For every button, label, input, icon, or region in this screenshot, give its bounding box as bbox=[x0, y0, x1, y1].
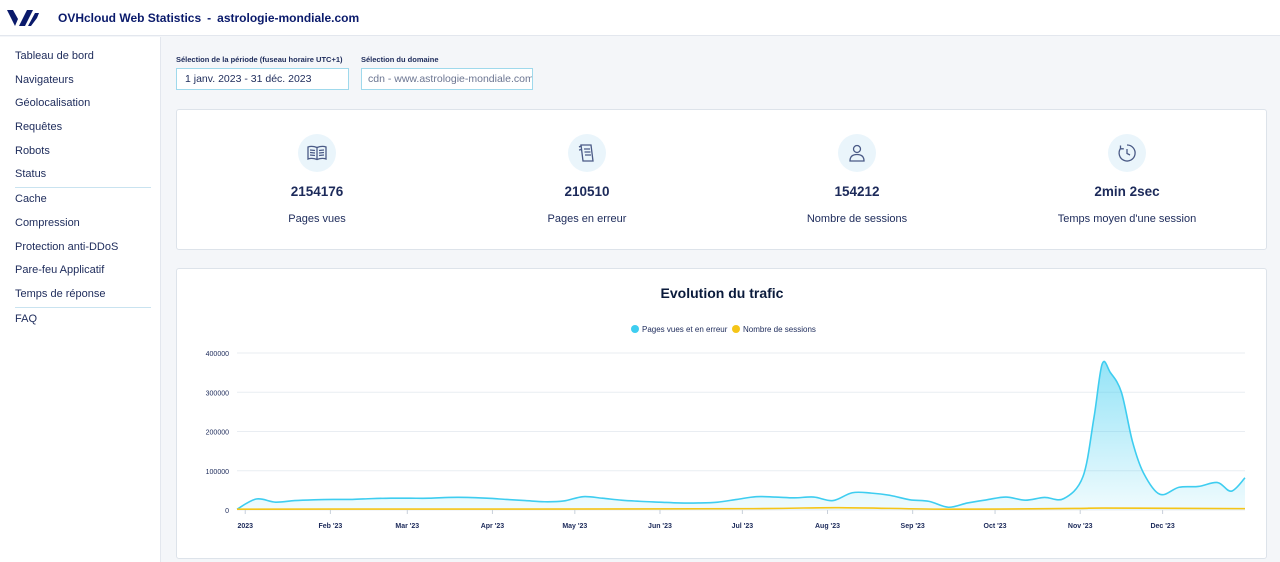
book-icon bbox=[298, 134, 336, 172]
legend-label: Pages vues et en erreur bbox=[642, 325, 728, 334]
stat-label: Pages en erreur bbox=[547, 213, 627, 225]
chart-title: Evolution du trafic bbox=[661, 285, 784, 301]
app-name: OVHcloud Web Statistics bbox=[58, 10, 202, 25]
y-tick-label: 200000 bbox=[206, 430, 229, 437]
stat-nombre-de-sessions: 154212 Nombre de sessions bbox=[722, 110, 992, 225]
sidebar-divider bbox=[15, 306, 151, 308]
top-bar: OVHcloud Web Statistics - astrologie-mondi… bbox=[0, 0, 1280, 36]
stat-value: 154212 bbox=[834, 184, 880, 199]
sidebar-divider bbox=[15, 187, 151, 189]
x-tick-label: Apr '23 bbox=[481, 523, 505, 530]
stat-temps-moyen: 2min 2sec Temps moyen d'une session bbox=[992, 110, 1262, 225]
x-tick-label: Dec '23 bbox=[1150, 523, 1174, 530]
sidebar-item-geolocalisation[interactable]: Géolocalisation bbox=[15, 97, 91, 110]
period-select[interactable]: 1 janv. 2023 - 31 déc. 2023 bbox=[176, 68, 349, 90]
x-tick-label: Mar '23 bbox=[395, 523, 419, 530]
stat-value: 210510 bbox=[564, 184, 610, 199]
sidebar-item-status[interactable]: Status bbox=[15, 168, 47, 181]
stat-label: Nombre de sessions bbox=[806, 213, 908, 225]
ovhcloud-logo-icon[interactable] bbox=[6, 8, 40, 28]
legend-marker bbox=[732, 325, 740, 333]
x-tick-label: Jul '23 bbox=[732, 523, 754, 530]
chart-legend: Pages vues et en erreur Nombre de session… bbox=[631, 325, 816, 334]
domain-select[interactable]: cdn - www.astrologie-mondiale.com bbox=[361, 68, 533, 90]
series-line-sessions bbox=[236, 506, 1246, 511]
sidebar: Tableau de bord Navigateurs Géolocalisat… bbox=[0, 37, 161, 562]
x-tick-label: Jun '23 bbox=[648, 523, 672, 530]
x-tick-label: Oct '23 bbox=[984, 523, 1007, 530]
sidebar-item-requetes[interactable]: Requêtes bbox=[15, 121, 63, 134]
legend-label: Nombre de sessions bbox=[743, 325, 816, 334]
stats-card: 2154176 Pages vues 210510 Pages en erreu… bbox=[176, 109, 1267, 250]
user-icon bbox=[838, 134, 876, 172]
title-separator: - bbox=[207, 10, 212, 25]
period-filter: Sélection de la période (fuseau horaire … bbox=[176, 55, 350, 90]
x-tick-label: Nov '23 bbox=[1068, 523, 1093, 530]
timer-icon bbox=[1108, 134, 1146, 172]
sidebar-item-compression[interactable]: Compression bbox=[15, 216, 80, 229]
sidebar-item-pare-feu-applicatif[interactable]: Pare-feu Applicatif bbox=[15, 264, 105, 277]
app-title: OVHcloud Web Statistics - astrologie-mondi… bbox=[58, 11, 359, 25]
stat-pages-en-erreur: 210510 Pages en erreur bbox=[452, 110, 722, 225]
y-tick-label: 0 bbox=[225, 508, 229, 515]
y-axis: 0 100000 200000 300000 400000 bbox=[206, 351, 229, 515]
y-tick-label: 300000 bbox=[206, 390, 229, 397]
traffic-chart: Evolution du trafic Pages vues et en err… bbox=[206, 285, 1246, 530]
x-tick-label: Sep '23 bbox=[901, 523, 925, 530]
sidebar-item-cache[interactable]: Cache bbox=[15, 193, 47, 206]
stat-label: Temps moyen d'une session bbox=[1057, 213, 1197, 225]
y-tick-label: 400000 bbox=[206, 351, 229, 358]
legend-marker bbox=[631, 325, 639, 333]
sidebar-item-robots[interactable]: Robots bbox=[15, 144, 50, 157]
sidebar-item-protection-anti-ddos[interactable]: Protection anti-DDoS bbox=[15, 240, 119, 253]
x-axis: 2023 Feb '23 Mar '23 Apr '23 May '23 Jun '23 J… bbox=[237, 510, 1175, 530]
x-tick-label: Aug '23 bbox=[815, 523, 840, 530]
y-tick-label: 100000 bbox=[206, 469, 229, 476]
x-tick-label: Feb '23 bbox=[318, 523, 342, 530]
x-tick-label: May '23 bbox=[562, 523, 587, 530]
traffic-chart-card: Evolution du trafic Pages vues et en err… bbox=[176, 268, 1267, 559]
sidebar-item-tableau-de-bord[interactable]: Tableau de bord bbox=[15, 50, 94, 62]
stat-pages-vues: 2154176 Pages vues bbox=[182, 110, 452, 225]
stat-label: Pages vues bbox=[288, 213, 346, 225]
broken-page-icon bbox=[568, 134, 606, 172]
site-name: astrologie-mondiale.com bbox=[217, 10, 360, 25]
x-tick-label: 2023 bbox=[237, 523, 253, 530]
domain-label: Sélection du domaine bbox=[361, 55, 439, 64]
chart-series bbox=[236, 360, 1246, 511]
sidebar-item-navigateurs[interactable]: Navigateurs bbox=[15, 73, 74, 86]
domain-filter: Sélection du domaine cdn - www.astrologi… bbox=[361, 55, 534, 90]
stat-value: 2154176 bbox=[290, 184, 344, 199]
stat-value: 2min 2sec bbox=[1094, 184, 1160, 199]
period-label: Sélection de la période (fuseau horaire … bbox=[176, 55, 343, 64]
sidebar-item-faq[interactable]: FAQ bbox=[15, 312, 38, 325]
series-line-pages bbox=[236, 360, 1246, 510]
sidebar-item-temps-de-reponse[interactable]: Temps de réponse bbox=[15, 287, 106, 300]
series-area-pages bbox=[237, 361, 1245, 510]
